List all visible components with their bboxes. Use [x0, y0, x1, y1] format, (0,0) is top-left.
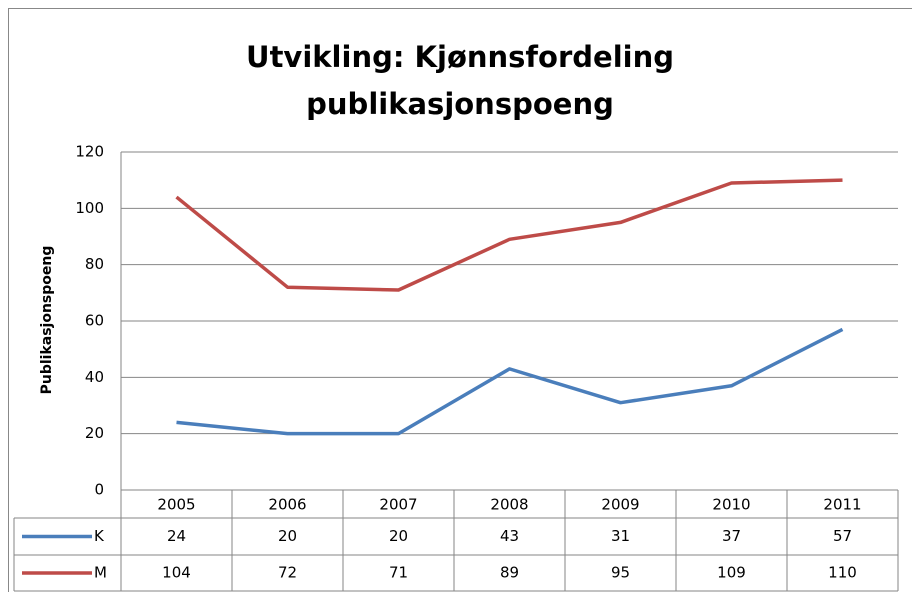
- series-line: [175, 178, 843, 292]
- table-value: 24: [167, 527, 186, 545]
- table-value: 37: [722, 527, 741, 545]
- chart-frame: [8, 8, 912, 592]
- table-value: 43: [500, 527, 519, 545]
- y-axis-title: Publikasjonspoeng: [39, 246, 55, 395]
- x-tick-label: 2007: [379, 496, 417, 514]
- x-tick-label: 2011: [823, 496, 861, 514]
- y-tick-label: 60: [85, 312, 104, 330]
- table-value: 20: [278, 527, 297, 545]
- table-value: 72: [278, 564, 297, 582]
- chart-title: Utvikling: Kjønnsfordeling publikasjonsp…: [246, 40, 674, 121]
- x-tick-label: 2006: [268, 496, 306, 514]
- table-value: 20: [389, 527, 408, 545]
- series-line: [176, 327, 844, 436]
- y-tick-label: 40: [85, 368, 104, 386]
- y-tick-label: 20: [85, 424, 104, 442]
- table-value: 109: [717, 564, 746, 582]
- x-tick-label: 2008: [490, 496, 528, 514]
- y-tick-label: 80: [85, 255, 104, 273]
- table-value: 57: [833, 527, 852, 545]
- x-tick-label: 2009: [601, 496, 639, 514]
- table-value: 31: [611, 527, 630, 545]
- table-value: 95: [611, 564, 630, 582]
- table-value: 89: [500, 564, 519, 582]
- y-tick-label: 100: [75, 199, 104, 217]
- x-tick-label: 2010: [712, 496, 750, 514]
- legend-label: K: [94, 527, 105, 545]
- table-value: 104: [162, 564, 191, 582]
- table-value: 110: [828, 564, 857, 582]
- legend-label: M: [94, 564, 107, 582]
- x-tick-label: 2005: [157, 496, 195, 514]
- y-tick-label: 0: [94, 481, 104, 499]
- table-value: 71: [389, 564, 408, 582]
- y-tick-label: 120: [75, 143, 104, 161]
